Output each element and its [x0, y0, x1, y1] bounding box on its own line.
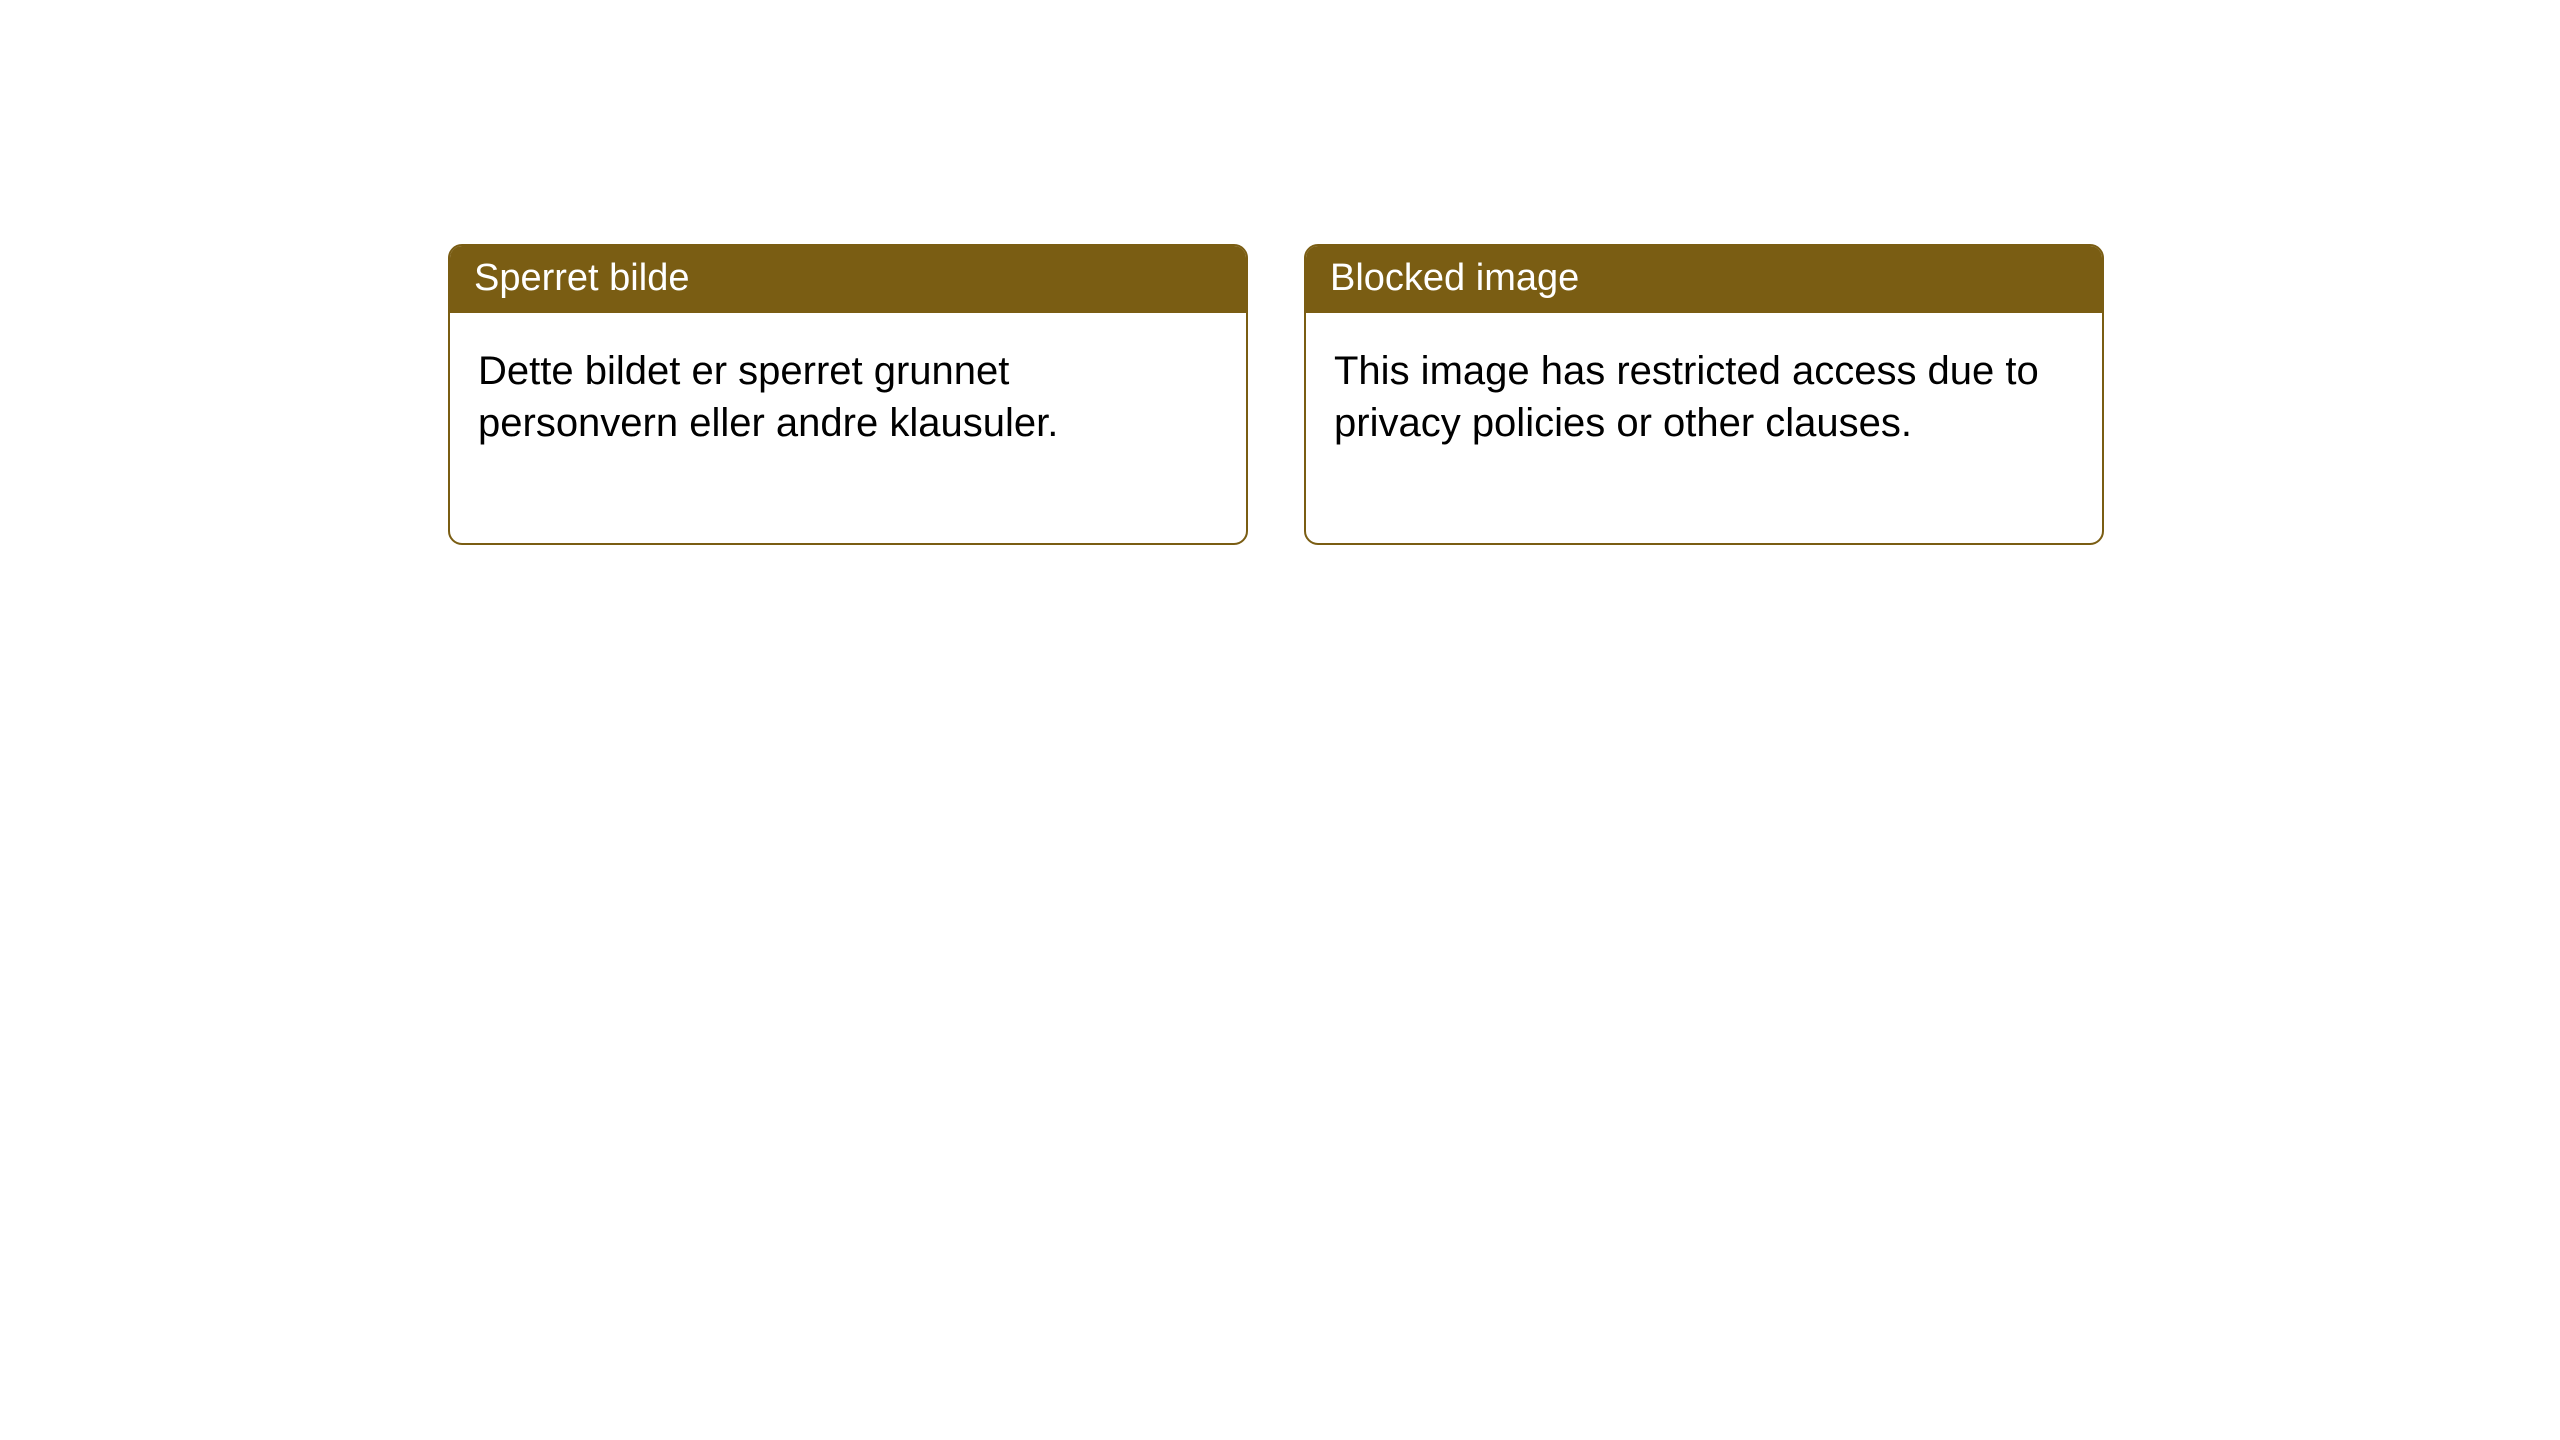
notice-body-no: Dette bildet er sperret grunnet personve… — [450, 313, 1246, 543]
notice-card-no: Sperret bilde Dette bildet er sperret gr… — [448, 244, 1248, 545]
notice-body-en: This image has restricted access due to … — [1306, 313, 2102, 543]
notice-card-en: Blocked image This image has restricted … — [1304, 244, 2104, 545]
notice-container: Sperret bilde Dette bildet er sperret gr… — [0, 0, 2560, 545]
notice-header-no: Sperret bilde — [450, 246, 1246, 313]
notice-header-en: Blocked image — [1306, 246, 2102, 313]
